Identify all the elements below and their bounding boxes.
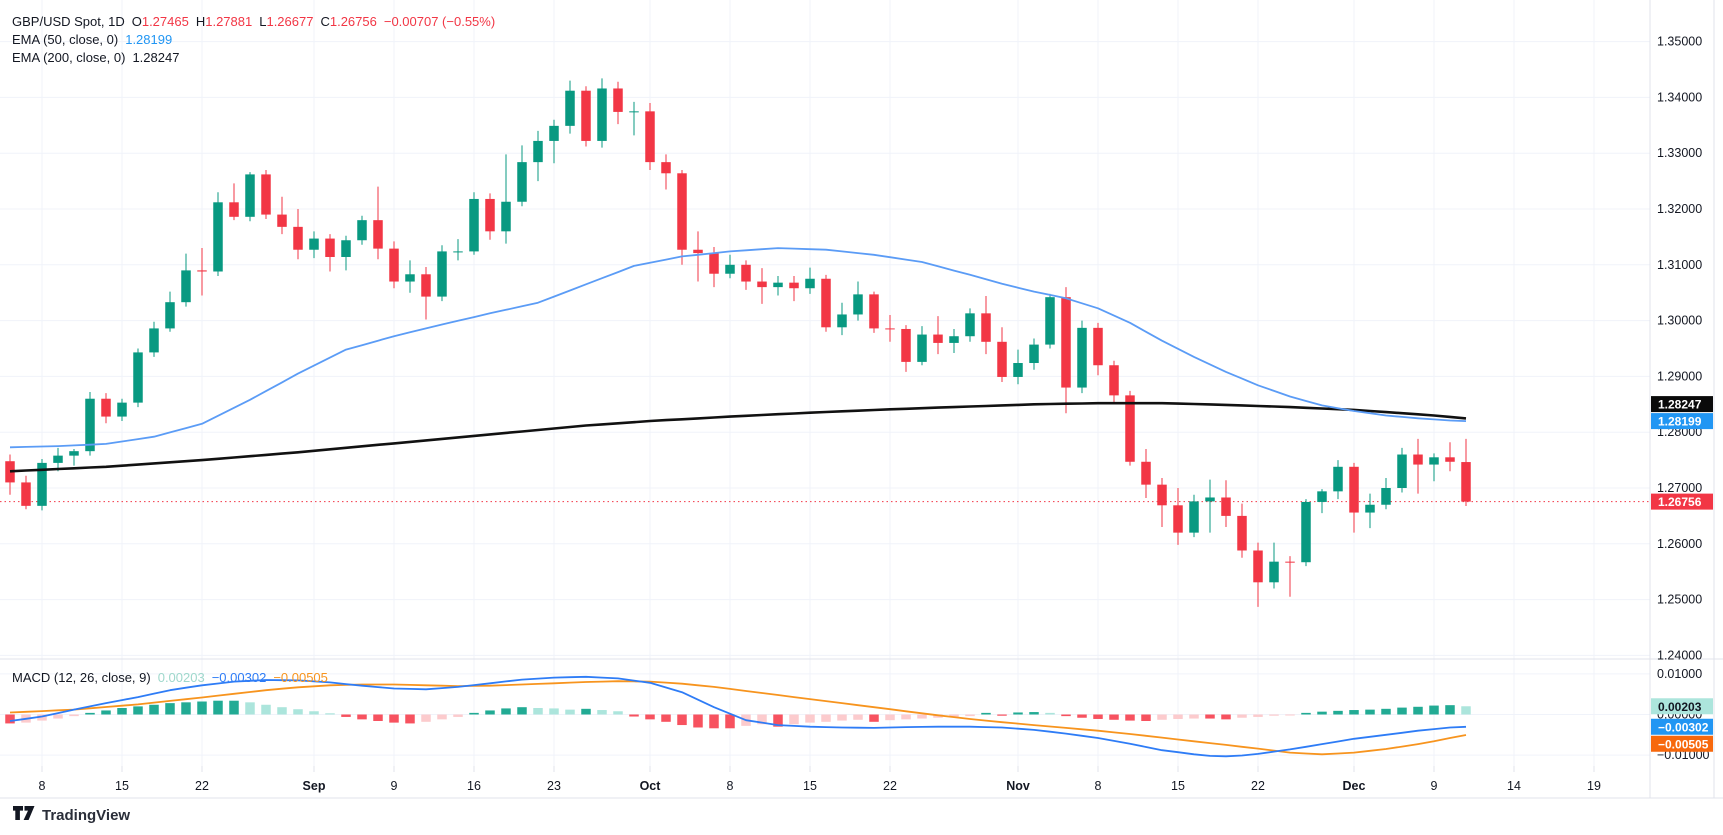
svg-text:16: 16 xyxy=(467,779,481,793)
macd-label: MACD (12, 26, close, 9) xyxy=(12,670,151,685)
macd-histogram xyxy=(5,700,1471,729)
macd-line-value: −0.00302 xyxy=(211,670,267,685)
last-price-badge[interactable]: 1.26756 xyxy=(1651,493,1713,510)
macd-hist-badge[interactable]: 0.00203 xyxy=(1651,698,1713,715)
svg-text:1.34000: 1.34000 xyxy=(1657,90,1702,104)
ema200-price-badge[interactable]: 1.28247 xyxy=(1651,396,1713,413)
macd-main-line xyxy=(9,675,1467,758)
tradingview-watermark-text: TradingView xyxy=(42,807,131,824)
svg-text:1.31000: 1.31000 xyxy=(1657,258,1702,272)
svg-text:−0.00302: −0.00302 xyxy=(1658,720,1709,734)
ema50-line xyxy=(9,247,1467,449)
svg-text:8: 8 xyxy=(1095,779,1102,793)
svg-text:14: 14 xyxy=(1507,779,1521,793)
svg-text:Oct: Oct xyxy=(640,779,662,793)
ema50-price-badge[interactable]: 1.28199 xyxy=(1651,413,1713,430)
svg-text:−0.00505: −0.00505 xyxy=(1658,737,1709,751)
ema200-value: 1.28247 xyxy=(132,50,180,65)
ohlc-low: L1.26677 xyxy=(259,14,314,29)
ohlc-close: C1.26756 xyxy=(320,14,377,29)
svg-text:Sep: Sep xyxy=(303,779,326,793)
svg-text:15: 15 xyxy=(1171,779,1185,793)
tradingview-watermark[interactable]: TradingView xyxy=(13,806,130,825)
ohlc-open: O1.27465 xyxy=(131,14,189,29)
grid-layer xyxy=(0,0,1650,772)
change-value: −0.00707 (−0.55%) xyxy=(383,14,496,29)
ohlc-high: H1.27881 xyxy=(195,14,253,29)
ema50-value: 1.28199 xyxy=(125,32,173,47)
macd-hist-value: 0.00203 xyxy=(157,670,205,685)
svg-text:Nov: Nov xyxy=(1006,779,1030,793)
svg-text:1.28247: 1.28247 xyxy=(1658,398,1702,412)
svg-text:1.26000: 1.26000 xyxy=(1657,537,1702,551)
svg-text:1.33000: 1.33000 xyxy=(1657,146,1702,160)
ema200-label: EMA (200, close, 0) xyxy=(12,50,126,65)
symbol-title[interactable]: GBP/USD Spot, 1D xyxy=(12,14,125,29)
macd-signal-value: −0.00505 xyxy=(273,670,328,685)
macd-signal-line xyxy=(9,680,1467,756)
pane-borders xyxy=(0,0,1723,799)
svg-text:22: 22 xyxy=(1251,779,1265,793)
svg-text:1.25000: 1.25000 xyxy=(1657,593,1702,607)
svg-text:9: 9 xyxy=(1431,779,1438,793)
macd-signal-badge[interactable]: −0.00505 xyxy=(1651,735,1713,752)
svg-text:1.27000: 1.27000 xyxy=(1657,481,1702,495)
svg-text:23: 23 xyxy=(547,779,561,793)
axis-badges: 1.28247 1.28199 1.26756 0.00203 −0.00302 −0.0… xyxy=(1651,396,1713,752)
svg-text:1.30000: 1.30000 xyxy=(1657,314,1702,328)
svg-text:0.00203: 0.00203 xyxy=(1658,700,1702,714)
macd-line-badge[interactable]: −0.00302 xyxy=(1651,718,1713,735)
svg-text:15: 15 xyxy=(803,779,817,793)
svg-text:1.35000: 1.35000 xyxy=(1657,35,1702,49)
tradingview-logo-icon xyxy=(13,806,35,820)
time-axis[interactable]: 8 15 22 Sep 9 16 23 Oct 8 15 22 Nov 8 15 22 Dec 9 14 19 xyxy=(39,766,1601,793)
svg-text:22: 22 xyxy=(883,779,897,793)
svg-text:1.29000: 1.29000 xyxy=(1657,369,1702,383)
svg-text:1.24000: 1.24000 xyxy=(1657,648,1702,662)
ema200-line xyxy=(9,401,1467,473)
ema200-legend-row[interactable]: EMA (200, close, 0) 1.28247 xyxy=(12,49,179,67)
svg-text:15: 15 xyxy=(115,779,129,793)
ema50-legend-row[interactable]: EMA (50, close, 0) 1.28199 xyxy=(12,31,172,49)
symbol-legend-row[interactable]: GBP/USD Spot, 1D O1.27465 H1.27881 L1.26… xyxy=(12,13,495,31)
svg-text:1.26756: 1.26756 xyxy=(1658,495,1702,509)
svg-text:8: 8 xyxy=(727,779,734,793)
svg-text:22: 22 xyxy=(195,779,209,793)
svg-text:1.28199: 1.28199 xyxy=(1658,415,1702,429)
candles-layer xyxy=(5,78,1471,607)
svg-text:9: 9 xyxy=(391,779,398,793)
ema50-label: EMA (50, close, 0) xyxy=(12,32,119,47)
svg-text:19: 19 xyxy=(1587,779,1601,793)
svg-text:1.32000: 1.32000 xyxy=(1657,202,1702,216)
svg-text:Dec: Dec xyxy=(1343,779,1366,793)
macd-legend-row[interactable]: MACD (12, 26, close, 9) 0.00203 −0.00302… xyxy=(12,669,328,687)
svg-text:0.01000: 0.01000 xyxy=(1657,667,1702,681)
svg-text:8: 8 xyxy=(39,779,46,793)
